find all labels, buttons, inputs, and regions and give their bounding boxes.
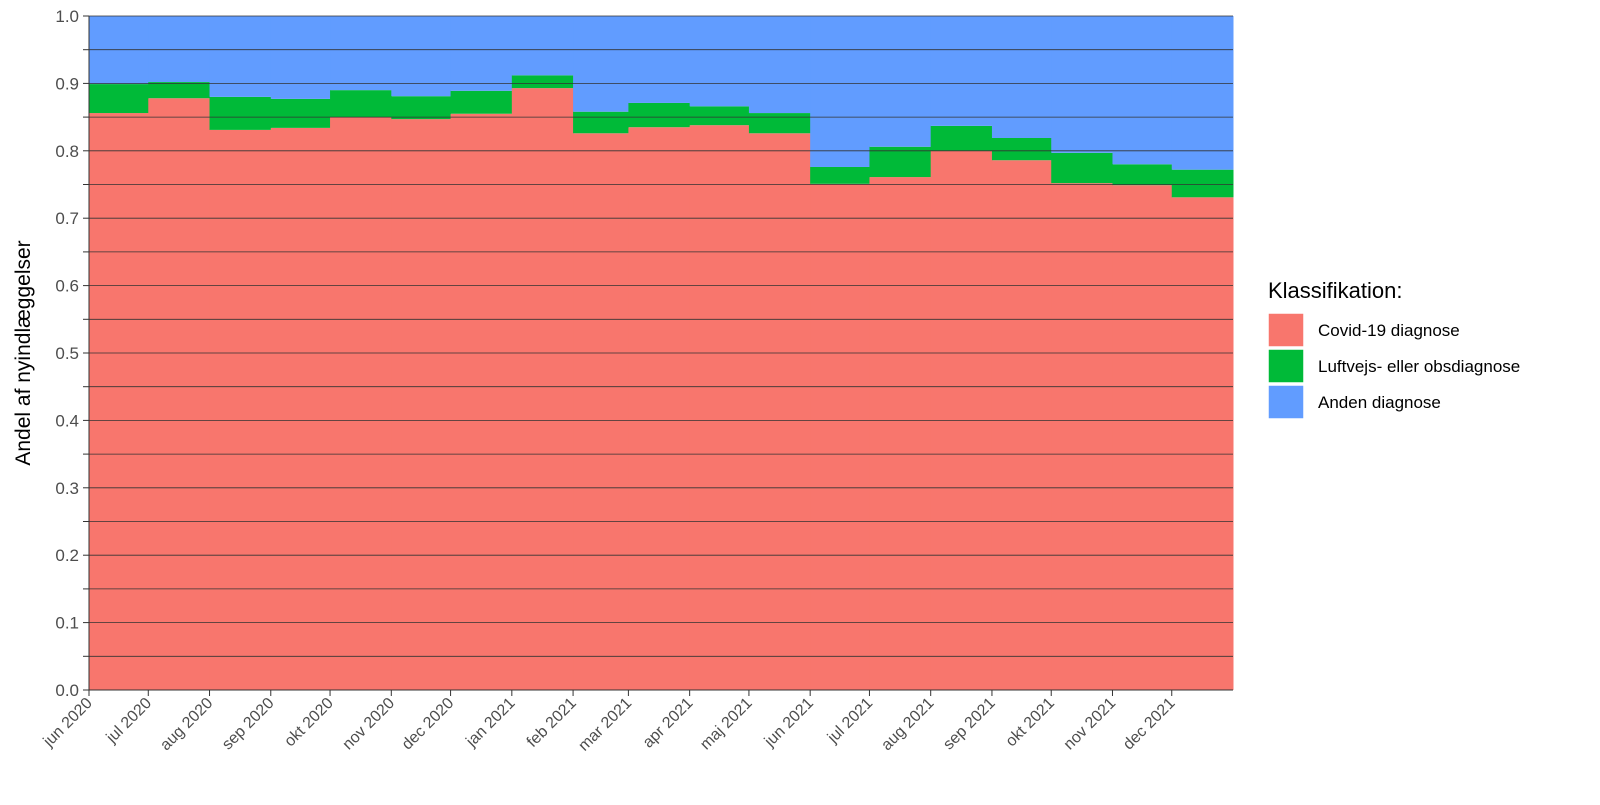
bar-segment-anden-diagnose [391,16,452,97]
x-tick-label: jan 2021 [463,695,519,751]
y-tick-label: 0.5 [55,344,79,363]
bar-segment-anden-diagnose [209,16,272,97]
bar-segment-anden-diagnose [330,16,392,91]
bar-segment-luftvejs-eller-obsdiagnose [810,166,870,184]
x-tick-label: jul 2021 [824,695,876,747]
bar-segment-anden-diagnose [869,16,932,147]
bar-segment-covid-19-diagnose [748,133,811,690]
bar-segment-luftvejs-eller-obsdiagnose [573,111,629,134]
x-tick-label: okt 2020 [281,695,336,750]
x-tick-label: mar 2021 [575,695,635,755]
y-tick-label: 0.6 [55,277,79,296]
bar-segment-anden-diagnose [991,16,1052,138]
y-tick-label: 1.0 [55,7,79,26]
x-tick-label: nov 2020 [340,695,399,754]
x-tick-label: aug 2020 [157,695,216,754]
bar-segment-covid-19-diagnose [89,113,149,690]
bar-segment-covid-19-diagnose [511,88,574,691]
x-tick-label: sep 2021 [940,695,999,754]
bar-segment-covid-19-diagnose [1051,183,1113,691]
bar-segment-luftvejs-eller-obsdiagnose [991,137,1052,161]
bar-segment-covid-19-diagnose [450,113,513,691]
bar-segment-covid-19-diagnose [270,127,331,690]
bar-segment-anden-diagnose [810,16,870,167]
gridlines [89,15,1233,691]
x-tick-label: dec 2020 [399,695,458,754]
legend: Klassifikation: Covid-19 diagnose Luftvej… [1267,278,1520,420]
x-tick-label: jun 2021 [761,695,817,751]
x-tick-label: aug 2021 [878,695,937,754]
bar-segment-anden-diagnose [450,16,513,91]
bar-segment-anden-diagnose [511,16,574,76]
y-axis-title: Andel af nyindlæggelser [12,240,35,465]
bars-layer [89,16,1234,691]
bar-segment-covid-19-diagnose [810,183,870,691]
bar-segment-luftvejs-eller-obsdiagnose [869,146,932,178]
y-tick-label: 0.3 [55,479,79,498]
bar-segment-anden-diagnose [628,16,691,103]
x-tick-label: nov 2021 [1061,695,1120,754]
legend-swatch [1267,384,1305,420]
bar-segment-luftvejs-eller-obsdiagnose [270,98,331,128]
bar-segment-luftvejs-eller-obsdiagnose [148,82,211,99]
x-tick-label: apr 2021 [640,695,697,752]
x-tick-label: jul 2020 [103,695,155,747]
bar-segment-covid-19-diagnose [991,160,1052,691]
bar-segment-covid-19-diagnose [148,98,211,690]
bar-segment-covid-19-diagnose [330,117,392,691]
y-tick-label: 0.8 [55,142,79,161]
bar-segment-luftvejs-eller-obsdiagnose [89,84,149,114]
bar-segment-luftvejs-eller-obsdiagnose [1112,164,1173,186]
legend-label: Luftvejs- eller obsdiagnose [1318,357,1520,376]
bar-segment-luftvejs-eller-obsdiagnose [450,90,513,114]
bar-segment-luftvejs-eller-obsdiagnose [511,75,574,89]
bar-segment-anden-diagnose [689,16,750,107]
legend-label: Covid-19 diagnose [1318,321,1460,340]
bar-segment-luftvejs-eller-obsdiagnose [1171,169,1234,198]
bar-segment-luftvejs-eller-obsdiagnose [628,102,691,128]
x-tick-label: okt 2021 [1003,695,1058,750]
x-tick-label: feb 2021 [524,695,580,751]
bar-segment-anden-diagnose [930,16,993,126]
x-tick-label: dec 2021 [1120,695,1179,754]
bar-segment-luftvejs-eller-obsdiagnose [930,125,993,151]
y-tick-label: 0.1 [55,614,79,633]
bar-segment-luftvejs-eller-obsdiagnose [1051,152,1113,184]
legend-swatch [1267,348,1305,384]
bar-segment-covid-19-diagnose [209,129,272,690]
x-tick-label: sep 2020 [219,695,278,754]
legend-label: Anden diagnose [1318,393,1441,412]
y-tick-label: 0.2 [55,546,79,565]
x-tick-label: jun 2020 [40,695,96,751]
bar-segment-anden-diagnose [148,16,211,83]
bar-segment-luftvejs-eller-obsdiagnose [689,106,750,126]
bar-segment-luftvejs-eller-obsdiagnose [748,113,811,134]
bar-segment-luftvejs-eller-obsdiagnose [209,96,272,130]
bar-segment-luftvejs-eller-obsdiagnose [391,96,452,120]
bar-segment-anden-diagnose [573,16,629,112]
bar-segment-covid-19-diagnose [573,133,629,690]
y-tick-label: 0.4 [55,411,79,430]
legend-swatch [1267,312,1305,348]
bar-segment-covid-19-diagnose [628,127,691,690]
legend-title: Klassifikation: [1268,278,1403,303]
bar-segment-luftvejs-eller-obsdiagnose [330,90,392,118]
y-axis: 0.0 0.1 0.2 0.3 0.4 0.5 0.6 0.7 0.8 0.9 1.0 [55,7,90,700]
y-tick-label: 0.0 [55,681,79,700]
bar-segment-anden-diagnose [1171,16,1234,170]
bar-segment-covid-19-diagnose [869,177,932,690]
bar-segment-covid-19-diagnose [1112,185,1173,690]
bar-segment-covid-19-diagnose [1171,197,1234,690]
y-tick-label: 0.7 [55,209,79,228]
x-tick-label: maj 2021 [697,695,756,754]
x-axis: jun 2020 jul 2020 aug 2020 sep 2020 okt 2020… [40,689,1233,755]
bar-segment-anden-diagnose [748,16,811,114]
bar-segment-anden-diagnose [270,16,331,99]
bar-segment-covid-19-diagnose [689,125,750,691]
bar-segment-anden-diagnose [1112,16,1173,165]
bar-segment-anden-diagnose [1051,16,1113,153]
bar-segment-covid-19-diagnose [391,119,452,690]
y-tick-label: 0.9 [55,74,79,93]
